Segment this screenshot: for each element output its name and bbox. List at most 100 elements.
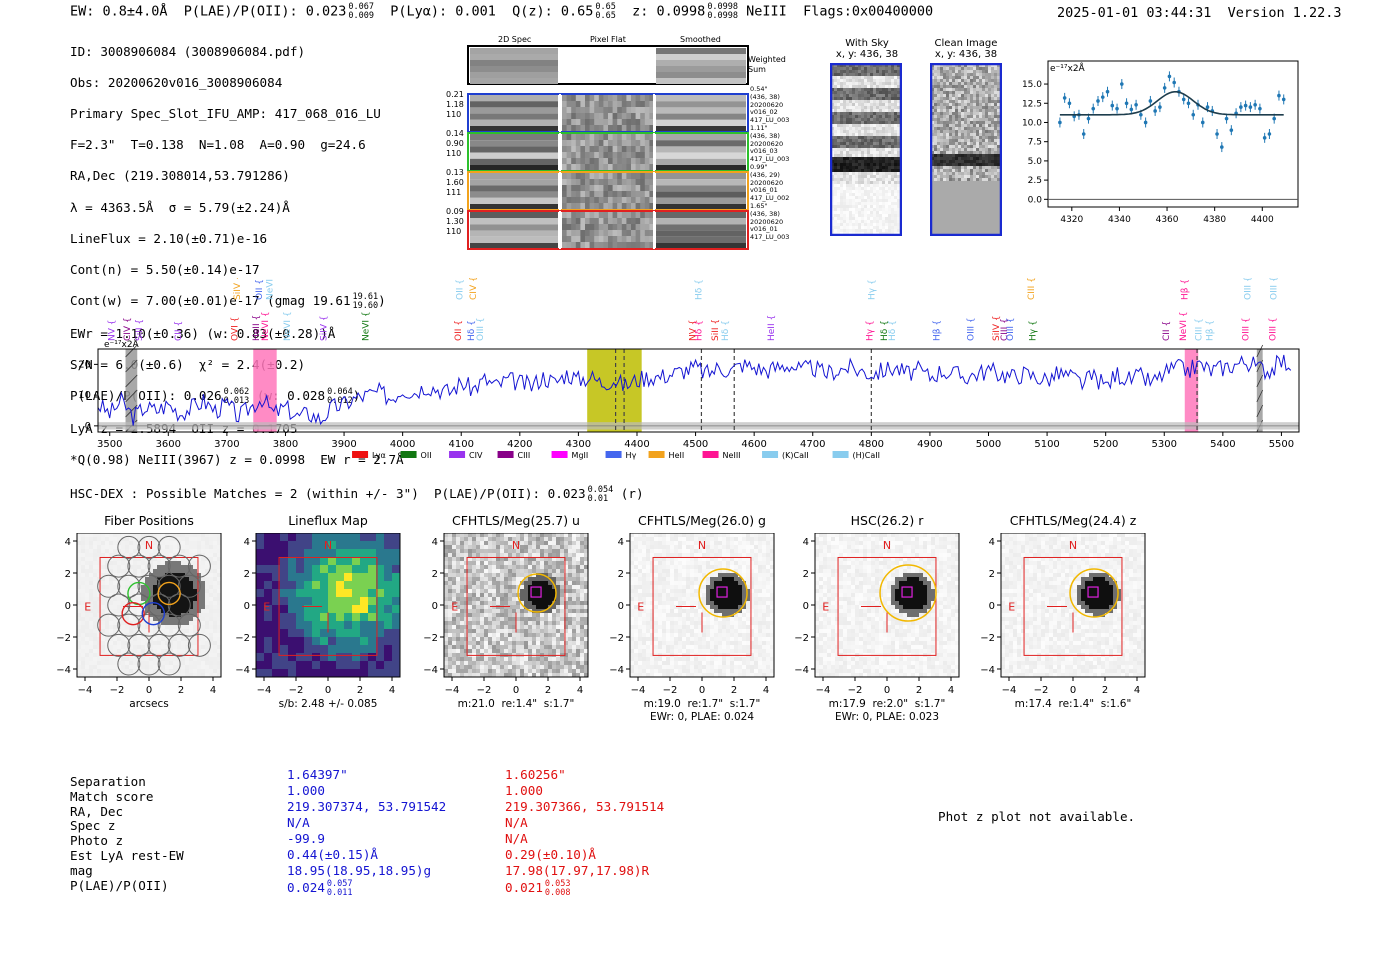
data-point [1091,106,1096,111]
image-pixel [185,545,190,550]
cutout-pixel [964,64,967,67]
pixel-flat-cell [566,218,572,224]
pixel-flat-cell [635,107,641,113]
pixel-flat-cell [598,197,604,203]
cutout-pixel [852,118,855,121]
cutout-pixel [961,109,964,112]
cutout-pixel [837,109,840,112]
image-pixel [89,649,94,654]
cutout-pixel [973,109,976,112]
image-pixel [213,641,218,646]
image-pixel [189,625,194,630]
cutout-pixel [976,202,979,205]
image-pixel [145,589,150,594]
pixel-flat-cell [580,173,586,179]
cutout-pixel [879,130,882,133]
cutout-pixel [882,121,885,124]
image-pixel [125,589,130,594]
spectrum-strip [656,236,746,243]
cutout-pixel [891,139,894,142]
pixel-flat-cell [644,140,650,146]
cutout-pixel [897,229,900,232]
cutout-pixel [846,67,849,70]
cutout-pixel [879,160,882,163]
pixel-flat-cell [571,185,577,191]
cutout-pixel [958,73,961,76]
cutout-pixel [949,148,952,151]
image-pixel [169,665,174,670]
cutout-pixel [973,178,976,181]
pixel-flat-cell [640,125,646,131]
pixel-flat-cell [566,146,572,152]
image-pixel [153,645,158,650]
cutout-pixel [988,160,991,163]
image-pixel [165,537,170,542]
image-pixel [81,621,86,626]
cutout-pixel [840,106,843,109]
cutout-pixel [846,226,849,229]
cutout-pixel [849,163,852,166]
cutout-pixel [885,208,888,211]
cutout-pixel [940,196,943,199]
cutout-pixel [961,124,964,127]
cutout-pixel [949,124,952,127]
image-pixel [193,573,198,578]
cutout-pixel [991,115,994,118]
cutout-pixel [964,136,967,139]
image-pixel [137,629,142,634]
cutout-pixel [976,229,979,232]
cutout-pixel [997,184,1000,187]
pixel-flat-cell [589,191,595,197]
cutout-pixel [834,82,837,85]
image-pixel [77,641,82,646]
image-pixel [173,637,178,642]
cutout-pixel [973,112,976,115]
image-pixel [129,641,134,646]
cutout-pixel [849,94,852,97]
cutout-pixel [955,160,958,163]
cutout-pixel [861,88,864,91]
cutout-pixel [976,118,979,121]
image-pixel [185,637,190,642]
image-pixel [177,573,182,578]
cutout-pixel [858,133,861,136]
cutout-pixel [879,127,882,130]
image-pixel [189,669,194,674]
cutout-pixel [897,85,900,88]
cutout-pixel [943,127,946,130]
cutout-pixel [958,154,961,157]
image-pixel [185,601,190,606]
cutout-pixel [861,211,864,214]
image-pixel [85,605,90,610]
x-tick-label: 4100 [449,439,474,450]
cutout-pixel [976,130,979,133]
image-pixel [185,577,190,582]
image-pixel [173,561,178,566]
cutout-pixel [855,157,858,160]
cutout-pixel [961,82,964,85]
cutout-pixel [931,121,934,124]
cutout-pixel [897,133,900,136]
image-pixel [177,641,182,646]
image-pixel [165,605,170,610]
image-pixel [77,533,82,538]
cutout-pixel [997,79,1000,82]
cutout-pixel [970,142,973,145]
image-pixel [81,565,86,570]
image-pixel [173,589,178,594]
cutout-pixel [882,118,885,121]
cutout-pixel [982,178,985,181]
image-pixel [213,557,218,562]
cutout-pixel [985,103,988,106]
cutout-pixel [894,232,897,235]
cutout-pixel [997,64,1000,67]
cutout-pixel [964,127,967,130]
image-pixel [141,625,146,630]
cutout-pixel [949,196,952,199]
image-pixel [101,601,106,606]
cutout-pixel [897,82,900,85]
cutout-pixel [852,127,855,130]
data-point [1181,97,1186,102]
cutout-pixel [994,199,997,202]
image-pixel [129,597,134,602]
